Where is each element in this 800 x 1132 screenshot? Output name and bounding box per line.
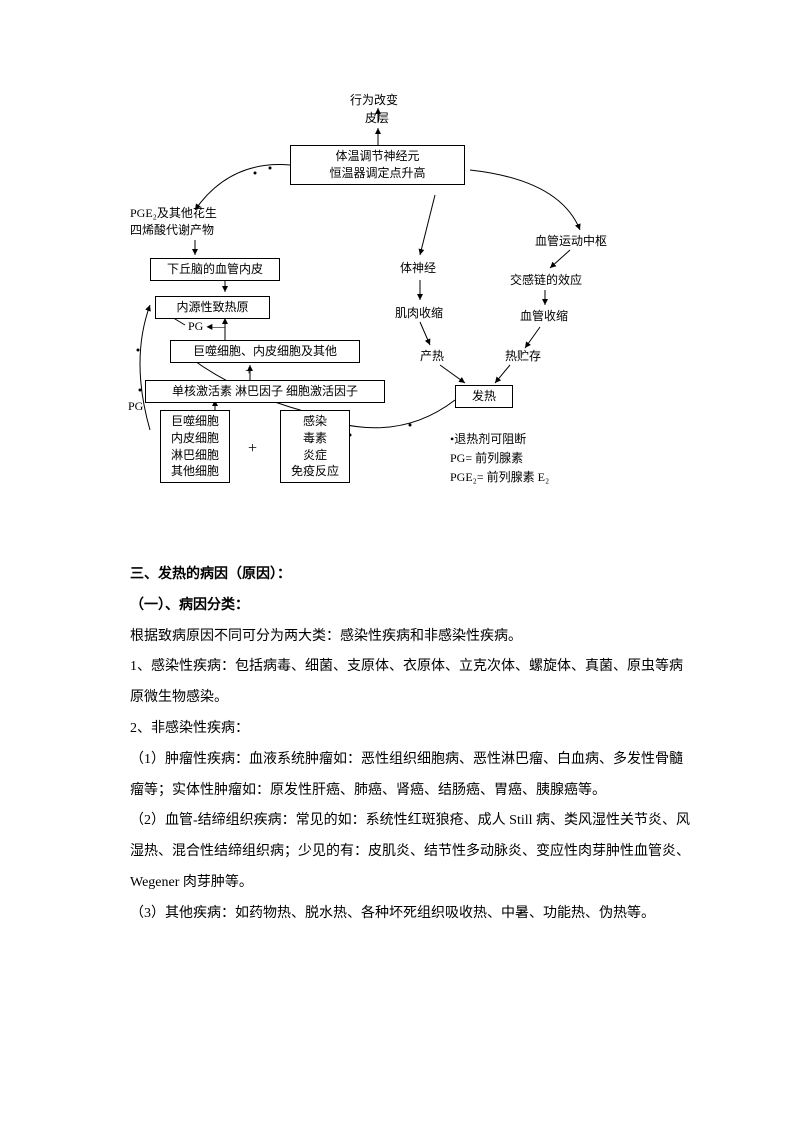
para-6: （3）其他疾病：如药物热、脱水热、各种坏死组织吸收热、中暑、功能热、伪热等。 [130,899,690,930]
box-trigger-l2: 毒素 [285,430,345,447]
box-cells-l1: 巨噬细胞 [165,413,225,430]
box-fever: 发热 [455,385,513,408]
label-cortex: 皮层 [365,110,389,127]
box-trigger-l1: 感染 [285,413,345,430]
label-heatstore: 热贮存 [505,348,541,365]
box-endogenous: 内源性致热原 [155,296,270,319]
box-cells: 巨噬细胞 内皮细胞 淋巴细胞 其他细胞 [160,410,230,483]
label-vasoconstrict: 血管收缩 [520,308,568,325]
box-cells-l2: 内皮细胞 [165,430,225,447]
para-2: 1、感染性疾病：包括病毒、细菌、支原体、衣原体、立克次体、螺旋体、真菌、原虫等病… [130,652,690,714]
para-5: （2）血管-结缔组织疾病：常见的如：系统性红斑狼疮、成人 Still 病、类风湿… [130,806,690,898]
box-cells-l4: 其他细胞 [165,463,225,480]
box-trigger-l3: 炎症 [285,447,345,464]
label-somatic: 体神经 [400,260,436,277]
box-thermoreg: 体温调节神经元 恒温器调定点升高 [290,145,465,185]
label-sympathetic: 交感链的效应 [510,272,582,289]
para-3: 2、非感染性疾病： [130,714,690,745]
legend-3: PGE₂= 前列腺素 E₂ [450,468,549,487]
legend: •退热剂可阻断 PG= 前列腺素 PGE₂= 前列腺素 E₂ [450,430,549,488]
label-muscle: 肌肉收缩 [395,305,443,322]
para-4: （1）肿瘤性疾病：血液系统肿瘤如：恶性组织细胞病、恶性淋巴瘤、白血病、多发性骨髓… [130,745,690,807]
box-monokines: 单核激活素 淋巴因子 细胞激活因子 [145,380,385,403]
box-thermoreg-l1: 体温调节神经元 [295,148,460,165]
label-behavior: 行为改变 [350,92,398,109]
fever-pathway-diagram: 行为改变 皮层 体温调节神经元 恒温器调定点升高 PGE₂及其他花生 四烯酸代谢… [130,90,690,510]
box-macrophage: 巨噬细胞、内皮细胞及其他 [170,340,360,363]
heading-3-1: （一）、病因分类： [130,591,690,622]
legend-1: •退热剂可阻断 [450,430,549,449]
label-pg2: PG [128,398,143,415]
label-heatprod: 产热 [420,348,444,365]
box-trigger-l4: 免疫反应 [285,463,345,480]
box-thermoreg-l2: 恒温器调定点升高 [295,165,460,182]
heading-3: 三、发热的病因（原因）： [130,560,690,591]
plus-2: + [248,438,257,460]
label-pge: PGE₂及其他花生 四烯酸代谢产物 [130,205,217,239]
label-pg1: PG ◂— [188,318,224,335]
para-1: 根据致病原因不同可分为两大类：感染性疾病和非感染性疾病。 [130,622,690,653]
label-vasomotor: 血管运动中枢 [535,233,607,250]
label-pge-l1: PGE₂及其他花生 [130,205,217,222]
box-hypothalamus: 下丘脑的血管内皮 [150,258,280,281]
document-text: 三、发热的病因（原因）： （一）、病因分类： 根据致病原因不同可分为两大类：感染… [130,560,690,930]
label-pge-l2: 四烯酸代谢产物 [130,222,217,239]
box-triggers: 感染 毒素 炎症 免疫反应 [280,410,350,483]
legend-2: PG= 前列腺素 [450,449,549,468]
box-cells-l3: 淋巴细胞 [165,447,225,464]
plus-1: + [245,362,253,382]
